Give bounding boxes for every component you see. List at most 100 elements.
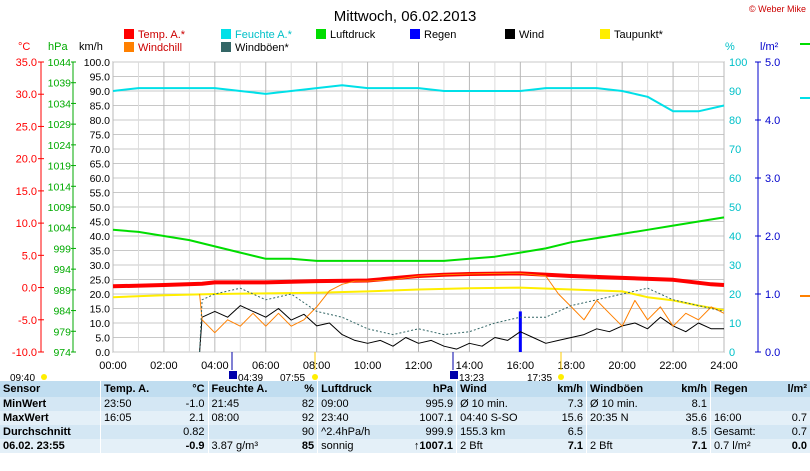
humidity-tick-label: 70 xyxy=(729,144,741,156)
table-cell: -1.0 xyxy=(170,397,209,411)
table-header-cell: l/m² xyxy=(775,381,810,397)
wind-tick-label: 45.0 xyxy=(90,217,111,229)
moon-event-label: 04:39 xyxy=(238,373,263,381)
humidity-tick-label: 0 xyxy=(729,347,735,359)
table-cell: 82 xyxy=(292,397,318,411)
table-cell: 90 xyxy=(292,425,318,439)
legend-swatch xyxy=(410,29,420,39)
table-header-row: Sensor Temp. A. °C Feuchte A.% Luftdruck hPa W… xyxy=(0,381,810,397)
table-cell: 2 Bft xyxy=(585,439,667,453)
humidity-tick-label: 20 xyxy=(729,289,741,301)
table-header-cell: km/h xyxy=(543,381,587,397)
table-cell: 92 xyxy=(292,411,318,425)
weather-chart: Mittwoch, 06.02.2013 © Weber Mike Temp. A.… xyxy=(10,4,810,381)
table-cell: 23:50 xyxy=(99,397,171,411)
wind-tick-label: 70.0 xyxy=(90,144,111,156)
table-cell: 2.1 xyxy=(170,411,209,425)
temp-tick-label: 20.0 xyxy=(16,154,37,166)
series-line xyxy=(112,216,725,262)
statistics-table-container: Sensor Temp. A. °C Feuchte A.% Luftdruck hPa W… xyxy=(0,381,810,471)
table-header-cell: Sensor xyxy=(0,381,101,397)
temp-tick-label: 35.0 xyxy=(16,57,37,69)
legend-label: Windböen* xyxy=(235,42,290,54)
humidity-tick-label: 80 xyxy=(729,115,741,127)
table-cell: 995.9 xyxy=(394,397,457,411)
wind-tick-label: 75.0 xyxy=(90,130,111,142)
table-cell: 20:35 N xyxy=(585,411,667,425)
table-cell: 155.3 km xyxy=(456,425,543,439)
x-tick-label: 16:00 xyxy=(507,360,535,372)
table-cell: 23:40 xyxy=(317,411,395,425)
wind-tick-label: 25.0 xyxy=(90,275,111,287)
table-cell: 21:45 xyxy=(207,397,293,411)
series-line xyxy=(112,286,725,312)
table-cell: 16:00 xyxy=(709,411,776,425)
temp-tick-label: 0.0 xyxy=(22,283,37,295)
table-cell: 8.5 xyxy=(666,425,711,439)
humidity-tick-label: 60 xyxy=(729,173,741,185)
table-row: MinWert 23:50 -1.0 21:45 82 09:00 995.9 Ø 10 mi… xyxy=(0,397,810,411)
table-cell: Ø 10 min. xyxy=(456,397,543,411)
table-cell: 0.0 xyxy=(775,439,810,453)
table-cell: Gesamt: xyxy=(709,425,776,439)
temp-tick-label: 10.0 xyxy=(16,218,37,230)
table-cell: 6.5 xyxy=(543,425,587,439)
table-cell: 85 xyxy=(292,439,318,453)
x-tick-label: 06:00 xyxy=(252,360,280,372)
table-cell: 0.7 l/m² xyxy=(709,439,776,453)
x-tick-label: 00:00 xyxy=(99,360,127,372)
rain-tick-label: 3.0 xyxy=(765,173,780,185)
table-cell: 3.87 g/m³ xyxy=(207,439,293,453)
pressure-tick-label: 1004 xyxy=(48,223,72,235)
humidity-tick-label: 50 xyxy=(729,202,741,214)
temp-tick-label: 30.0 xyxy=(16,89,37,101)
table-header-cell: Windböen xyxy=(585,381,667,397)
table-header-cell: Feuchte A. xyxy=(207,381,293,397)
table-cell: 04:40 S-SO xyxy=(456,411,543,425)
moon-icon xyxy=(229,371,237,379)
legend-swatch xyxy=(316,29,326,39)
series-line xyxy=(112,84,725,113)
legend-label: Regen xyxy=(424,29,456,41)
pressure-tick-label: 1034 xyxy=(48,98,72,110)
table-cell: 0.7 xyxy=(775,425,810,439)
wind-tick-label: 90.0 xyxy=(90,86,111,98)
table-cell: 7.1 xyxy=(543,439,587,453)
moonset-label: 13:23 xyxy=(459,373,484,381)
table-cell: ↑1007.1 xyxy=(394,439,457,453)
pressure-tick-label: 1014 xyxy=(48,181,72,193)
legend-swatch xyxy=(124,29,134,39)
table-cell: 2 Bft xyxy=(456,439,543,453)
rain-unit: l/m² xyxy=(760,41,779,53)
temp-tick-label: 25.0 xyxy=(16,121,37,133)
x-tick-label: 22:00 xyxy=(659,360,687,372)
legend-label: Wind xyxy=(519,29,544,41)
table-header-cell: hPa xyxy=(394,381,457,397)
pressure-tick-label: 1024 xyxy=(48,140,72,152)
sun-icon xyxy=(558,374,564,380)
wind-unit: km/h xyxy=(79,41,103,53)
rain-tick-label: 2.0 xyxy=(765,231,780,243)
humidity-tick-label: 40 xyxy=(729,231,741,243)
table-cell: MinWert xyxy=(0,397,101,411)
x-tick-label: 08:00 xyxy=(303,360,331,372)
wind-tick-label: 60.0 xyxy=(90,173,111,185)
humidity-tick-label: 10 xyxy=(729,318,741,330)
wind-tick-label: 0.0 xyxy=(95,347,110,359)
moon-icon xyxy=(450,371,458,379)
legend-label: Temp. A.* xyxy=(138,29,186,41)
sunrise-label: 07:55 xyxy=(280,373,305,381)
table-cell: 8.1 xyxy=(666,397,711,411)
wind-tick-label: 35.0 xyxy=(90,246,111,258)
x-tick-label: 14:00 xyxy=(456,360,484,372)
wind-tick-label: 10.0 xyxy=(90,318,111,330)
table-cell xyxy=(99,425,171,439)
table-cell: Durchschnitt xyxy=(0,425,101,439)
legend-swatch xyxy=(221,42,231,52)
table-cell xyxy=(709,397,776,411)
table-header-cell: Temp. A. xyxy=(99,381,171,397)
pressure-tick-label: 1029 xyxy=(48,119,72,131)
sunset-label: 17:35 xyxy=(527,373,552,381)
rain-tick-label: 4.0 xyxy=(765,115,780,127)
humidity-tick-label: 90 xyxy=(729,86,741,98)
